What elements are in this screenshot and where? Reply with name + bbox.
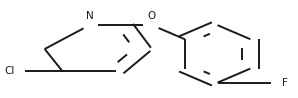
Text: O: O — [148, 11, 156, 21]
Text: N: N — [86, 11, 93, 21]
Text: F: F — [282, 78, 288, 88]
Text: Cl: Cl — [4, 66, 15, 76]
